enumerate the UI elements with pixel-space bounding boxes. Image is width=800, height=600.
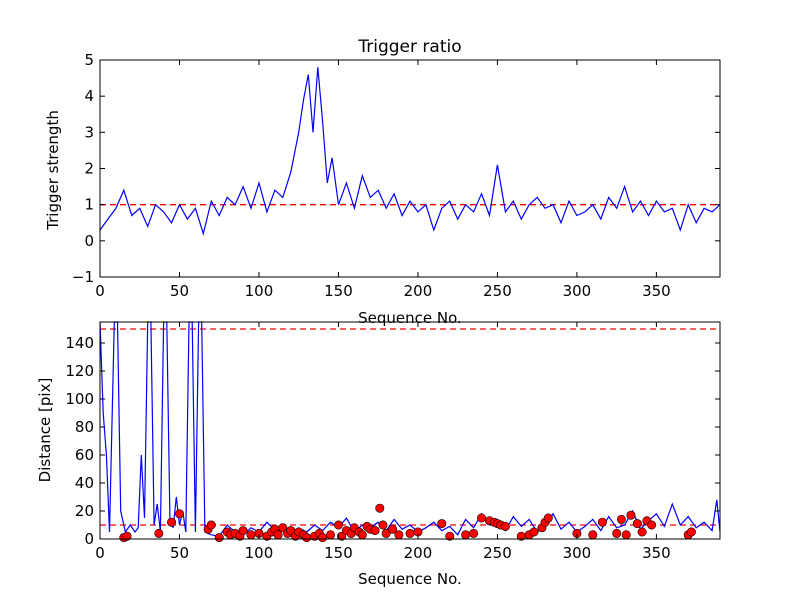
chart-title: Trigger ratio: [357, 37, 461, 57]
x-tick-label: 100: [245, 282, 274, 300]
data-point: [588, 530, 598, 540]
x-tick-label: 150: [324, 544, 353, 562]
data-point: [394, 530, 404, 540]
distance-panel: 0 50 100 150 200 250 300 350020406080100120140 …: [36, 321, 721, 588]
y-tick-label: 2: [84, 160, 94, 178]
y-tick-label: 80: [75, 418, 94, 436]
x-tick-label: 350: [642, 282, 671, 300]
y-tick-label: 40: [75, 474, 94, 492]
x-tick-label: 350: [642, 544, 671, 562]
y-axis-label: Distance [pix]: [36, 378, 54, 483]
x-axis-label: Sequence No.: [358, 570, 462, 588]
x-tick-label: 50: [170, 544, 189, 562]
data-point: [529, 527, 539, 537]
y-tick-label: −1: [72, 268, 94, 286]
data-point: [686, 527, 696, 537]
data-point: [246, 530, 256, 540]
data-point: [469, 528, 479, 538]
data-point: [381, 528, 391, 538]
data-point: [174, 509, 184, 519]
x-tick-label: 250: [483, 544, 512, 562]
distance-axis-ticks: 0 50 100 150 200 250 300 350 0 20 40 60 80 100 120 140: [65, 322, 720, 562]
data-point: [326, 530, 336, 540]
data-point: [214, 533, 224, 543]
series-line: [99, 321, 721, 537]
x-tick-label: 300: [563, 544, 592, 562]
y-tick-label: 100: [65, 390, 94, 408]
data-point: [500, 521, 510, 531]
data-point: [621, 530, 631, 540]
x-tick-label: 250: [483, 282, 512, 300]
data-point: [370, 526, 380, 536]
x-axis-label: Sequence No.: [358, 309, 462, 327]
data-point: [206, 520, 216, 530]
y-tick-label: 5: [84, 51, 94, 69]
y-tick-label: 60: [75, 446, 94, 464]
data-point: [626, 510, 636, 520]
data-point: [122, 531, 132, 541]
y-tick-label: 20: [75, 502, 94, 520]
data-point: [461, 530, 471, 540]
x-tick-label: 50: [170, 282, 189, 300]
y-axis-label: Trigger strength: [44, 110, 62, 231]
data-point: [405, 528, 415, 538]
data-point: [238, 526, 248, 536]
y-tick-label: 4: [84, 87, 94, 105]
data-point: [647, 520, 657, 530]
x-tick-label: 0: [95, 282, 105, 300]
trigger-plot-area: [99, 67, 721, 236]
data-point: [333, 520, 343, 530]
y-tick-label: 0: [84, 530, 94, 548]
data-point: [437, 519, 447, 529]
x-tick-label: 0: [95, 544, 105, 562]
data-point: [637, 527, 647, 537]
y-tick-label: 140: [65, 334, 94, 352]
data-point: [632, 519, 642, 529]
data-point: [543, 513, 553, 523]
data-point: [445, 531, 455, 541]
data-point: [375, 503, 385, 513]
plot-frame: [99, 59, 721, 278]
series-line: [99, 67, 721, 236]
data-point: [616, 514, 626, 524]
x-tick-label: 200: [404, 544, 433, 562]
data-point: [612, 528, 622, 538]
x-tick-label: 300: [563, 282, 592, 300]
data-point: [302, 533, 312, 543]
data-point: [357, 530, 367, 540]
distance-plot-area: [99, 321, 721, 543]
data-point: [318, 533, 328, 543]
y-tick-label: 120: [65, 362, 94, 380]
x-tick-label: 200: [404, 282, 433, 300]
data-point: [477, 513, 487, 523]
data-point: [167, 517, 177, 527]
data-point: [154, 528, 164, 538]
data-point: [597, 517, 607, 527]
plot-frame: [99, 321, 721, 540]
y-tick-label: 0: [84, 232, 94, 250]
y-tick-label: 3: [84, 123, 94, 141]
x-tick-label: 100: [245, 544, 274, 562]
data-point: [378, 520, 388, 530]
data-point: [388, 524, 398, 534]
trigger-ratio-panel: Trigger ratio 0 50 100 150 200 250 300 350−1012…: [44, 37, 721, 327]
y-tick-label: 1: [84, 196, 94, 214]
x-tick-label: 150: [324, 282, 353, 300]
